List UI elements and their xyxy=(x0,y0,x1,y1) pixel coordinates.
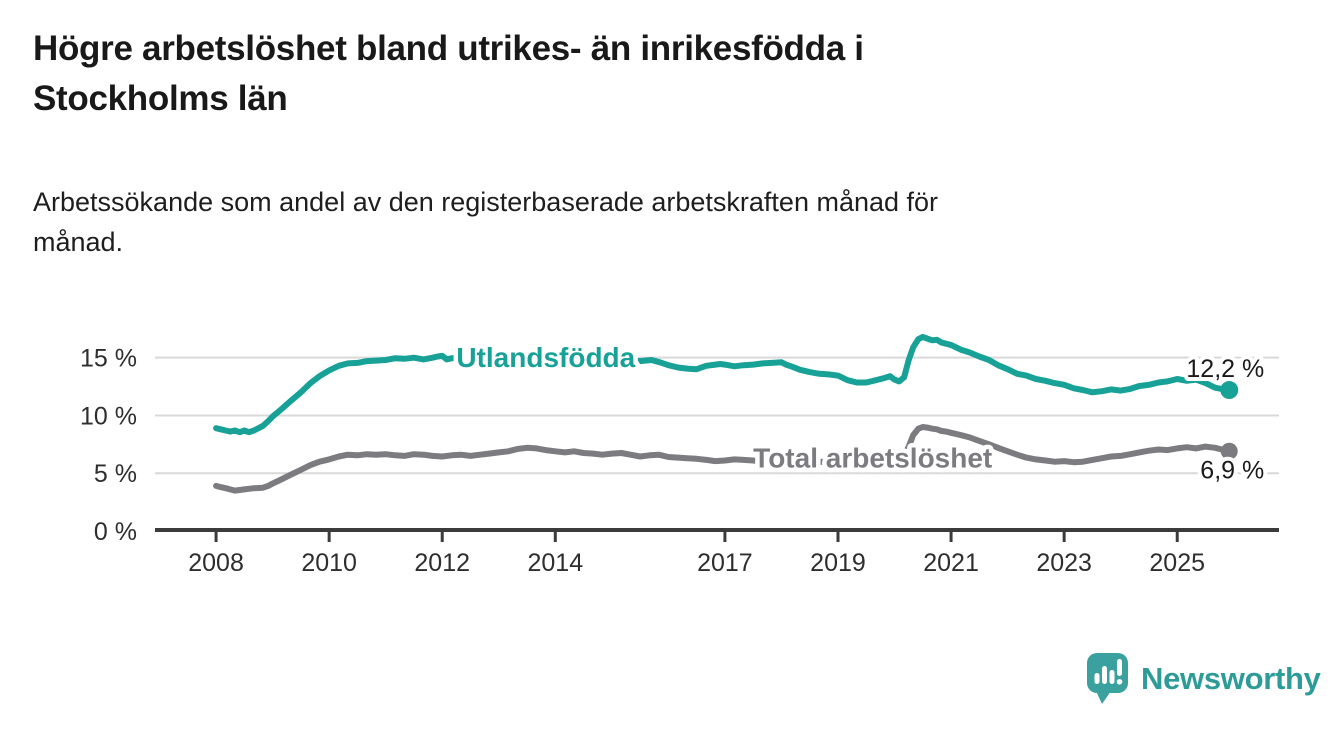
series-line-total xyxy=(213,424,1233,494)
x-tick-label-2012: 2012 xyxy=(414,549,470,577)
logo-bar-1 xyxy=(1094,673,1100,684)
x-tick-label-2014: 2014 xyxy=(527,549,583,577)
logo-exclamation-bar xyxy=(1117,659,1122,676)
x-tick-label-2008: 2008 xyxy=(188,549,244,577)
page-title: Högre arbetslöshet bland utrikes- än inr… xyxy=(33,24,1313,124)
series-label-total: Total arbetslöshet xyxy=(753,443,992,474)
logo-exclamation-dot xyxy=(1116,679,1123,685)
x-tick-label-2025: 2025 xyxy=(1149,549,1205,577)
series-end-dot-total xyxy=(1220,442,1238,460)
end-value-label-total: 6,9 % xyxy=(1200,456,1264,484)
x-tick-label-2010: 2010 xyxy=(301,549,357,577)
newsworthy-branding: Newsworthy xyxy=(1086,652,1321,705)
newsworthy-logo-icon xyxy=(1087,653,1128,704)
y-tick-label-15pct: 15 % xyxy=(80,345,137,373)
page-title-line-2: Stockholms län xyxy=(33,79,288,118)
unemployment-line-chart: Utlandsfödda Total arbetslöshet 12,2 % 6,9 … xyxy=(0,305,1340,605)
x-tick-label-2021: 2021 xyxy=(923,549,979,577)
page-subtitle-line-2: månad. xyxy=(33,227,124,257)
x-tick-label-2017: 2017 xyxy=(697,549,753,577)
x-tick-label-2019: 2019 xyxy=(810,549,866,577)
newsworthy-brand-name: Newsworthy xyxy=(1141,660,1321,696)
x-tick-label-2023: 2023 xyxy=(1036,549,1092,577)
y-tick-label-0pct: 0 % xyxy=(94,518,137,546)
logo-bar-2 xyxy=(1102,666,1107,684)
series-label-utlandsfodda: Utlandsfödda xyxy=(456,342,635,373)
page-subtitle: Arbetssökande som andel av den registerb… xyxy=(33,182,1313,262)
page-subtitle-line-1: Arbetssökande som andel av den registerb… xyxy=(33,187,939,217)
page-title-line-1: Högre arbetslöshet bland utrikes- än inr… xyxy=(33,29,864,68)
logo-bubble-tail xyxy=(1096,691,1111,704)
end-value-label-utlandsfodda: 12,2 % xyxy=(1186,355,1264,383)
chart-canvas: Utlandsfödda Total arbetslöshet 12,2 % 6,9 … xyxy=(80,333,1279,577)
y-tick-label-5pct: 5 % xyxy=(94,460,137,488)
logo-bar-3 xyxy=(1109,670,1115,684)
series-end-dot-utlandsfodda xyxy=(1220,381,1239,400)
y-tick-label-10pct: 10 % xyxy=(80,402,137,430)
series-line-utlandsfodda xyxy=(213,333,1233,436)
